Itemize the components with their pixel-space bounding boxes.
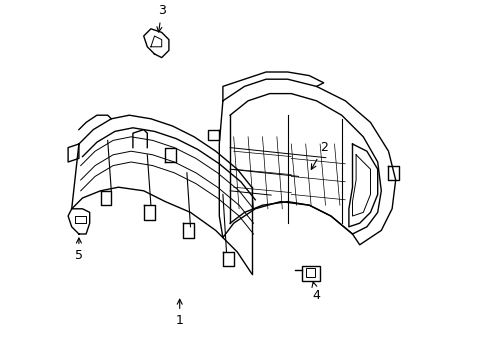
Text: 4: 4 [311, 282, 320, 302]
Text: 1: 1 [175, 299, 183, 327]
Bar [305, 268, 314, 277]
Bar [302, 266, 320, 281]
Text: 5: 5 [75, 238, 83, 262]
Text: 3: 3 [157, 4, 165, 32]
Text: 2: 2 [311, 141, 327, 169]
